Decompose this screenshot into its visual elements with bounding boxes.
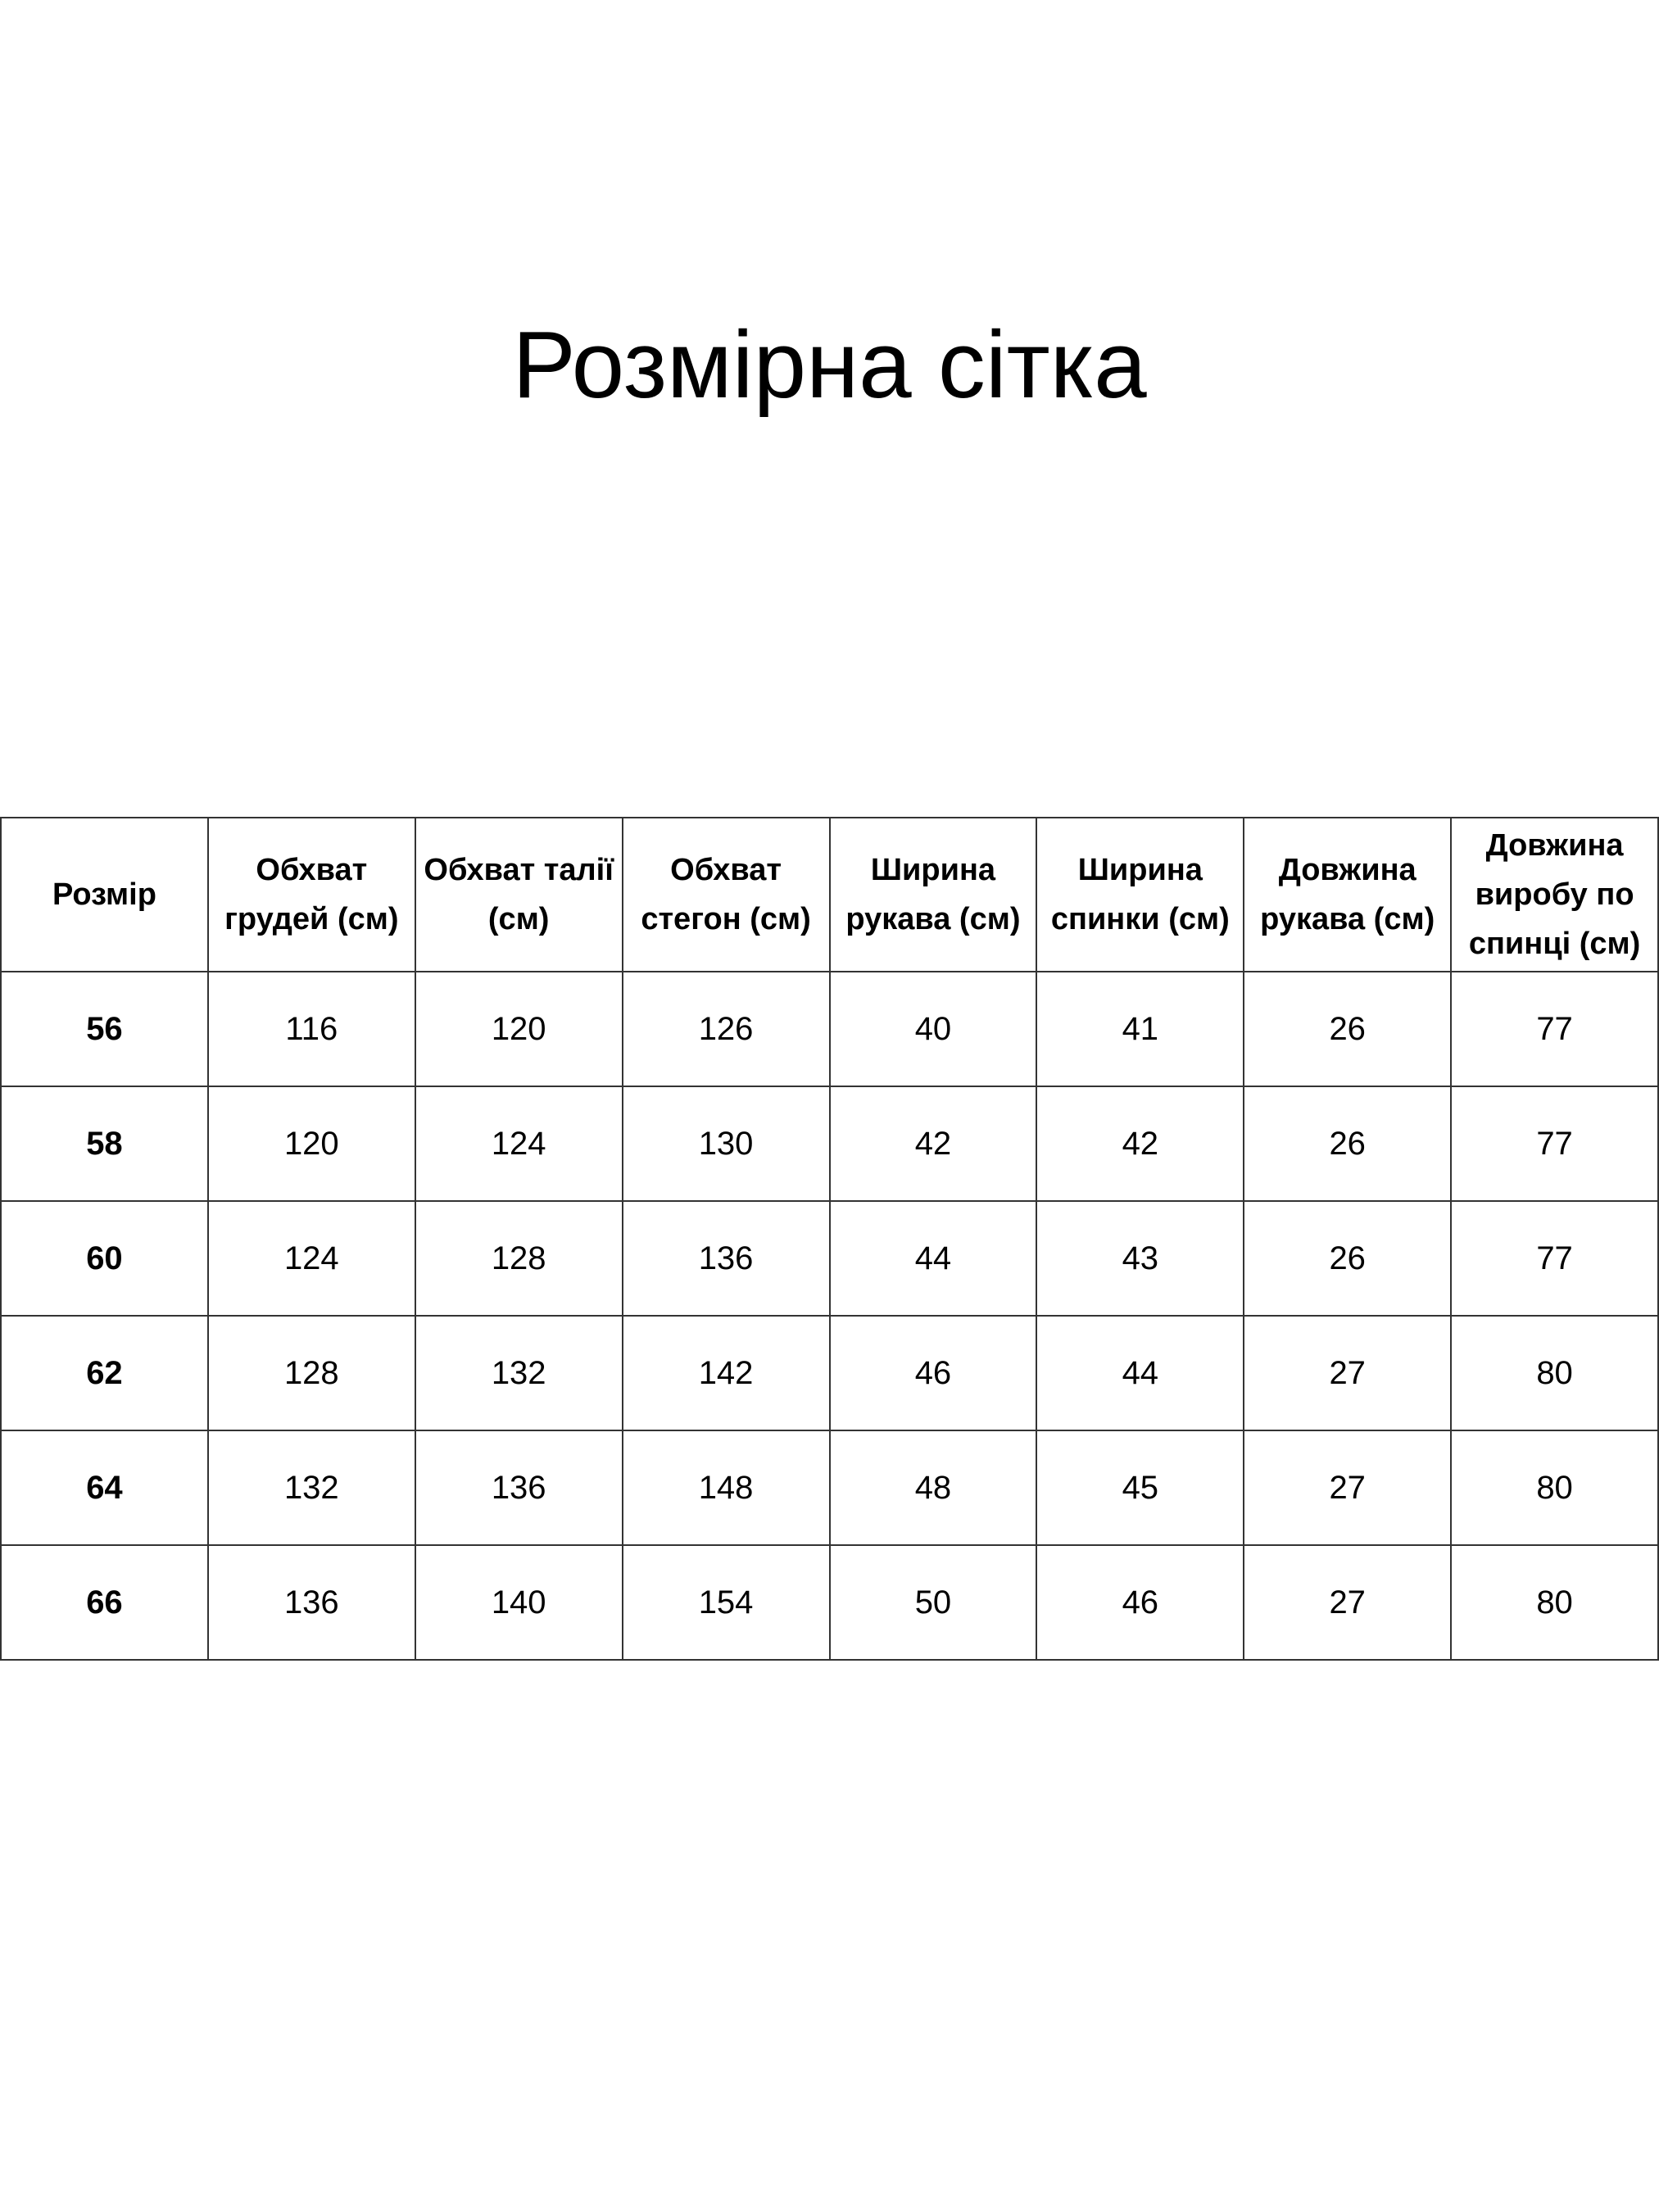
measurement-cell: 40 — [828, 971, 1038, 1087]
measurement-cell: 42 — [828, 1086, 1038, 1202]
size-cell: 56 — [0, 971, 209, 1087]
measurement-cell: 130 — [621, 1086, 831, 1202]
measurement-cell: 26 — [1243, 1086, 1453, 1202]
measurement-cell: 42 — [1036, 1086, 1245, 1202]
size-cell: 58 — [0, 1086, 209, 1202]
size-cell: 60 — [0, 1200, 209, 1317]
measurement-cell: 132 — [414, 1315, 623, 1431]
column-header: Обхват талії (см) — [414, 817, 623, 972]
column-header: Ширина спинки (см) — [1036, 817, 1245, 972]
measurement-cell: 77 — [1450, 1086, 1659, 1202]
table-row: 58 120 124 130 42 42 26 77 — [0, 1086, 1659, 1202]
measurement-cell: 80 — [1450, 1315, 1659, 1431]
measurement-cell: 48 — [828, 1430, 1038, 1546]
measurement-cell: 136 — [206, 1544, 416, 1661]
measurement-cell: 128 — [414, 1200, 623, 1317]
measurement-cell: 80 — [1450, 1544, 1659, 1661]
measurement-cell: 45 — [1036, 1430, 1245, 1546]
measurement-cell: 120 — [206, 1086, 416, 1202]
measurement-cell: 148 — [621, 1430, 831, 1546]
measurement-cell: 44 — [828, 1200, 1038, 1317]
table-row: 64 132 136 148 48 45 27 80 — [0, 1430, 1659, 1546]
measurement-cell: 124 — [414, 1086, 623, 1202]
measurement-cell: 77 — [1450, 1200, 1659, 1317]
column-header: Обхват стегон (см) — [621, 817, 831, 972]
column-header: Довжина виробу по спинці (см) — [1450, 817, 1659, 972]
measurement-cell: 27 — [1243, 1544, 1453, 1661]
size-cell: 64 — [0, 1430, 209, 1546]
table-row: 56 116 120 126 40 41 26 77 — [0, 971, 1659, 1087]
table-row: 62 128 132 142 46 44 27 80 — [0, 1315, 1659, 1431]
column-header: Обхват грудей (см) — [206, 817, 416, 972]
measurement-cell: 128 — [206, 1315, 416, 1431]
measurement-cell: 136 — [414, 1430, 623, 1546]
measurement-cell: 50 — [828, 1544, 1038, 1661]
measurement-cell: 27 — [1243, 1430, 1453, 1546]
size-cell: 66 — [0, 1544, 209, 1661]
measurement-cell: 41 — [1036, 971, 1245, 1087]
measurement-cell: 27 — [1243, 1315, 1453, 1431]
header-row: Розмір Обхват грудей (см) Обхват талії (см… — [0, 817, 1659, 972]
measurement-cell: 136 — [621, 1200, 831, 1317]
measurement-cell: 116 — [206, 971, 416, 1087]
column-header: Довжина рукава (см) — [1243, 817, 1453, 972]
measurement-cell: 142 — [621, 1315, 831, 1431]
measurement-cell: 46 — [1036, 1544, 1245, 1661]
measurement-cell: 124 — [206, 1200, 416, 1317]
measurement-cell: 154 — [621, 1544, 831, 1661]
size-cell: 62 — [0, 1315, 209, 1431]
measurement-cell: 26 — [1243, 1200, 1453, 1317]
measurement-cell: 44 — [1036, 1315, 1245, 1431]
measurement-cell: 43 — [1036, 1200, 1245, 1317]
table-row: 60 124 128 136 44 43 26 77 — [0, 1200, 1659, 1317]
column-header: Розмір — [0, 817, 209, 972]
table-row: 66 136 140 154 50 46 27 80 — [0, 1544, 1659, 1661]
measurement-cell: 140 — [414, 1544, 623, 1661]
measurement-cell: 120 — [414, 971, 623, 1087]
measurement-cell: 77 — [1450, 971, 1659, 1087]
page-title: Розмірна сітка — [512, 311, 1147, 418]
measurement-cell: 132 — [206, 1430, 416, 1546]
measurement-cell: 46 — [828, 1315, 1038, 1431]
size-chart-table: Розмір Обхват грудей (см) Обхват талії (см… — [0, 817, 1659, 1661]
measurement-cell: 126 — [621, 971, 831, 1087]
measurement-cell: 80 — [1450, 1430, 1659, 1546]
measurement-cell: 26 — [1243, 971, 1453, 1087]
column-header: Ширина рукава (см) — [828, 817, 1038, 972]
